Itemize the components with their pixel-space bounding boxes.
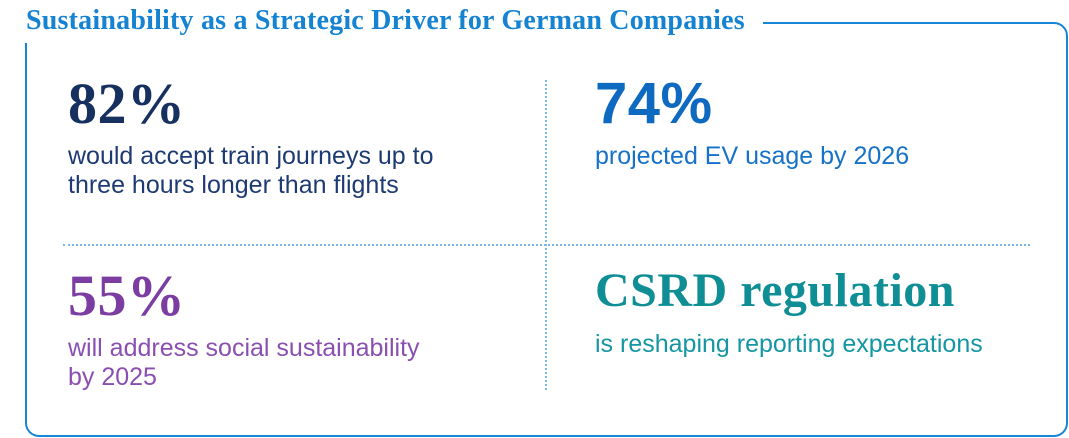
stat-card-social-sustainability: 55% will address social sustainability by… (68, 263, 528, 392)
stat-description-line: three hours longer than flights (68, 170, 399, 199)
stat-description-line: projected EV usage by 2026 (595, 141, 910, 170)
stat-description-line: by 2025 (68, 362, 157, 391)
stat-card-ev-usage: 74% projected EV usage by 2026 (595, 71, 1055, 171)
stat-value-csrd: CSRD regulation (595, 264, 955, 317)
stat-card-csrd-regulation: CSRD regulation is reshaping reporting e… (595, 264, 1055, 359)
stat-value-social: 55% (68, 263, 186, 328)
stat-description-line: is reshaping reporting expectations (595, 330, 983, 359)
vertical-dotted-divider (545, 80, 547, 390)
stat-card-train-journeys: 82% would accept train journeys up to thr… (68, 71, 528, 200)
stat-description-ev: projected EV usage by 2026 (595, 142, 1055, 171)
stat-description-train: would accept train journeys up to three h… (68, 142, 528, 200)
stat-value-train: 82% (68, 71, 186, 136)
stat-description-social: will address social sustainability by 202… (68, 334, 528, 392)
stat-value-ev: 74% (595, 71, 713, 136)
stat-description-line: would accept train journeys up to (68, 141, 434, 170)
horizontal-dotted-divider (63, 244, 1030, 246)
page-title: Sustainability as a Strategic Driver for… (21, 5, 763, 43)
stat-description-line: will address social sustainability (68, 333, 420, 362)
stat-description-csrd: is reshaping reporting expectations (595, 330, 1055, 359)
